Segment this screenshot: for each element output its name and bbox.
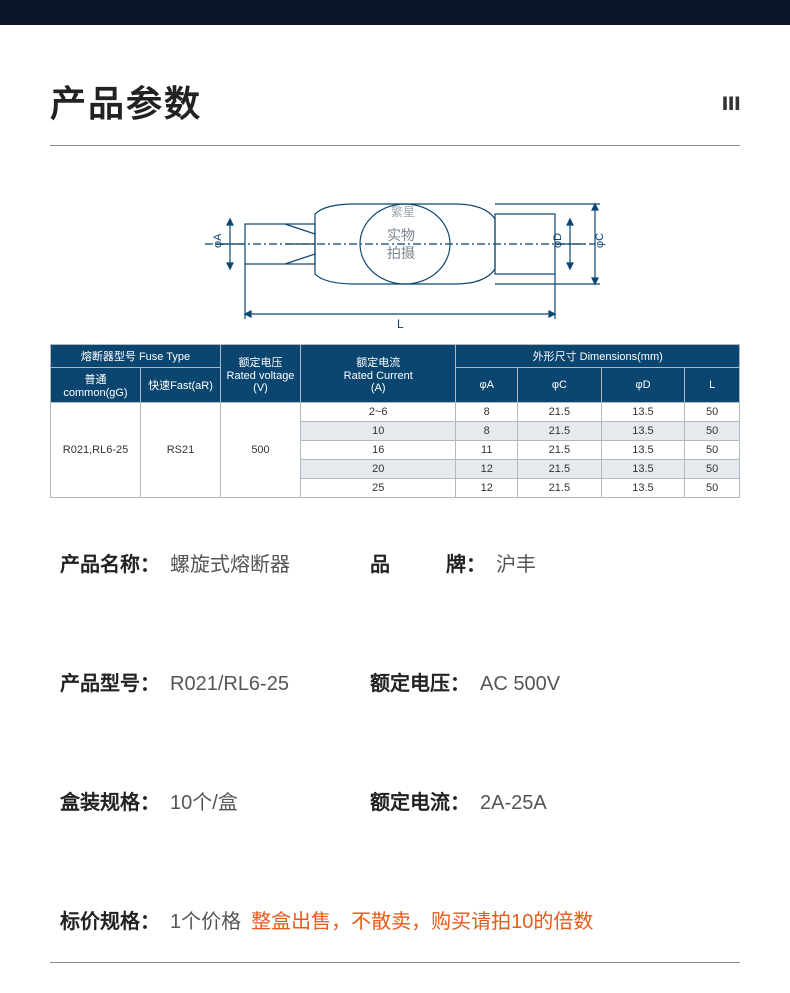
spec-current: 额定电流： 2A-25A <box>370 786 547 815</box>
td-d: 13.5 <box>601 479 685 498</box>
td-l: 50 <box>685 441 740 460</box>
td-l: 50 <box>685 479 740 498</box>
spec-price: 标价规格： 1个价格 整盒出售，不散卖，购买请拍10的倍数 <box>60 905 593 934</box>
spec-price-value1: 1个价格 <box>170 905 241 934</box>
td-common: R021,RL6-25 <box>51 403 141 498</box>
spec-name-label: 产品名称： <box>60 548 160 577</box>
spec-current-value: 2A-25A <box>480 792 547 815</box>
spec-model-label: 产品型号： <box>60 667 160 696</box>
spec-model: 产品型号： R021/RL6-25 <box>60 667 370 696</box>
spec-price-label: 标价规格： <box>60 905 160 934</box>
spec-row-4: 标价规格： 1个价格 整盒出售，不散卖，购买请拍10的倍数 <box>60 905 730 934</box>
td-voltage: 500 <box>221 403 301 498</box>
spec-current-label: 额定电流： <box>370 786 470 815</box>
spec-brand-label: 品牌： <box>370 548 486 577</box>
td-cur: 2~6 <box>301 403 456 422</box>
th-fusetype: 熔断器型号 Fuse Type <box>51 345 221 368</box>
specs: 产品名称： 螺旋式熔断器 品牌： 沪丰 产品型号： R021/RL6-25 额定… <box>50 548 740 934</box>
td-c: 21.5 <box>518 479 602 498</box>
spec-row-2: 产品型号： R021/RL6-25 额定电压： AC 500V <box>60 667 730 696</box>
spec-row-3: 盒装规格： 10个/盒 额定电流： 2A-25A <box>60 786 730 815</box>
td-cur: 25 <box>301 479 456 498</box>
spec-name: 产品名称： 螺旋式熔断器 <box>60 548 370 577</box>
top-bar <box>0 0 790 25</box>
th-phiA: φA <box>456 368 518 403</box>
decor-icon: ııı <box>721 86 740 117</box>
spec-name-value: 螺旋式熔断器 <box>170 548 290 577</box>
td-a: 11 <box>456 441 518 460</box>
label-phiD: φD <box>552 233 564 248</box>
content: 产品参数 ııı <box>0 25 790 934</box>
th-phiD: φD <box>601 368 685 403</box>
spec-price-value2: 整盒出售，不散卖，购买请拍10的倍数 <box>251 905 593 934</box>
technical-diagram: φA φD φC L 实物 拍摄 繁星 <box>50 164 740 334</box>
spec-voltage-value: AC 500V <box>480 673 560 696</box>
td-d: 13.5 <box>601 403 685 422</box>
divider-top <box>50 145 740 146</box>
td-c: 21.5 <box>518 403 602 422</box>
th-dim: 外形尺寸 Dimensions(mm) <box>456 345 740 368</box>
spec-voltage: 额定电压： AC 500V <box>370 667 560 696</box>
td-l: 50 <box>685 403 740 422</box>
td-c: 21.5 <box>518 441 602 460</box>
td-d: 13.5 <box>601 460 685 479</box>
td-c: 21.5 <box>518 460 602 479</box>
th-L: L <box>685 368 740 403</box>
td-cur: 16 <box>301 441 456 460</box>
label-L: L <box>397 317 404 331</box>
watermark-2: 拍摄 <box>387 245 415 261</box>
td-l: 50 <box>685 422 740 441</box>
spec-model-value: R021/RL6-25 <box>170 673 289 696</box>
spec-row-1: 产品名称： 螺旋式熔断器 品牌： 沪丰 <box>60 548 730 577</box>
td-d: 13.5 <box>601 422 685 441</box>
page-title: 产品参数 <box>50 75 202 127</box>
spec-brand-value: 沪丰 <box>496 548 536 577</box>
td-a: 8 <box>456 403 518 422</box>
td-a: 8 <box>456 422 518 441</box>
watermark-3: 繁星 <box>391 204 415 219</box>
td-fast: RS21 <box>141 403 221 498</box>
td-l: 50 <box>685 460 740 479</box>
th-common: 普通common(gG) <box>51 368 141 403</box>
td-c: 21.5 <box>518 422 602 441</box>
th-voltage: 额定电压 Rated voltage (V) <box>221 345 301 403</box>
spec-box-label: 盒装规格： <box>60 786 160 815</box>
td-a: 12 <box>456 479 518 498</box>
dimensions-table: 熔断器型号 Fuse Type 额定电压 Rated voltage (V) 额… <box>50 344 740 498</box>
spec-brand: 品牌： 沪丰 <box>370 548 536 577</box>
th-fast: 快速Fast(aR) <box>141 368 221 403</box>
spec-voltage-label: 额定电压： <box>370 667 470 696</box>
td-d: 13.5 <box>601 441 685 460</box>
label-phiC: φC <box>594 233 606 248</box>
label-phiA: φA <box>212 233 224 248</box>
header: 产品参数 ııı <box>50 75 740 127</box>
spec-box-value: 10个/盒 <box>170 786 238 815</box>
td-cur: 10 <box>301 422 456 441</box>
th-current: 额定电流 Rated Current (A) <box>301 345 456 403</box>
th-phiC: φC <box>518 368 602 403</box>
divider-bottom <box>50 962 740 963</box>
watermark-1: 实物 <box>387 227 415 243</box>
td-cur: 20 <box>301 460 456 479</box>
td-a: 12 <box>456 460 518 479</box>
spec-box: 盒装规格： 10个/盒 <box>60 786 370 815</box>
